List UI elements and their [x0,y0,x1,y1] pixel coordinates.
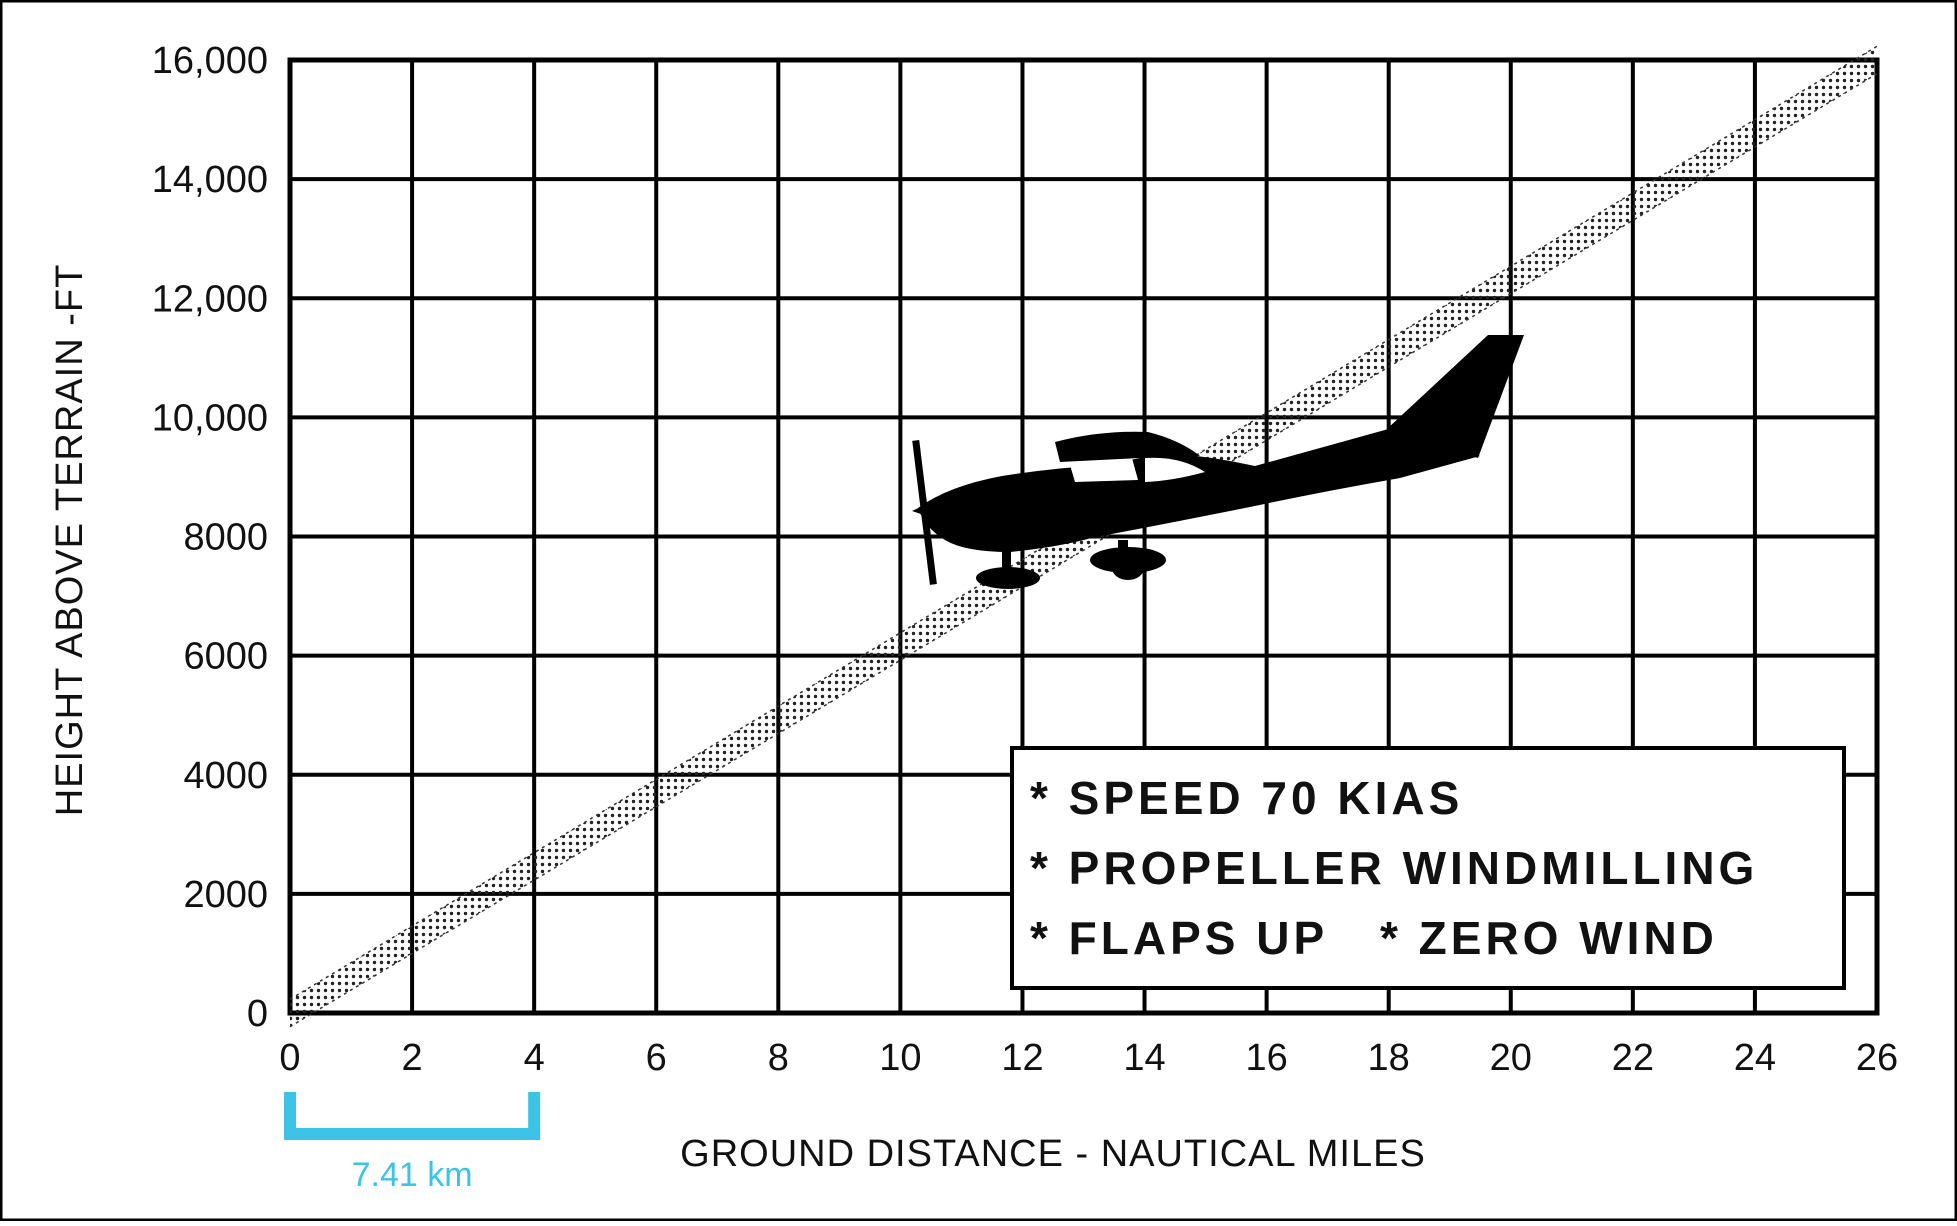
note-wind: * ZERO WIND [1380,912,1718,964]
x-tick-label-9: 18 [1368,1037,1410,1079]
x-tick-label-5: 10 [879,1037,921,1079]
plot-area-border [287,57,1880,1016]
x-tick-label-13: 26 [1856,1037,1898,1079]
x-tick-label-7: 14 [1123,1037,1165,1079]
y-tick-label-6: 12,000 [152,278,268,320]
airplane-silhouette-icon [912,335,1524,589]
x-tick-label-1: 2 [402,1037,423,1079]
glide-band-lower-edge [289,73,1878,1028]
x-tick-label-8: 16 [1245,1037,1287,1079]
y-tick-label-1: 2000 [183,874,268,916]
conditions-note-box: * SPEED 70 KIAS * PROPELLER WINDMILLING … [1010,746,1846,990]
x-tick-label-10: 20 [1490,1037,1532,1079]
scale-bar-label: 7.41 km [352,1156,473,1194]
x-tick-label-2: 4 [524,1037,545,1079]
x-tick-label-6: 12 [1001,1037,1043,1079]
note-speed: * SPEED 70 KIAS [1030,772,1463,824]
x-tick-label-3: 6 [646,1037,667,1079]
y-tick-label-7: 14,000 [152,159,268,201]
note-propeller: * PROPELLER WINDMILLING [1030,842,1758,894]
scale-bar: 7.41 km [284,1092,541,1194]
x-tick-label-4: 8 [768,1037,789,1079]
x-axis-title: GROUND DISTANCE - NAUTICAL MILES [680,1133,1426,1175]
note-box-frame [1010,746,1846,990]
y-tick-label-3: 6000 [183,636,268,678]
scale-bar-bracket [284,1092,541,1140]
note-flaps: * FLAPS UP [1030,912,1328,964]
y-tick-label-4: 8000 [183,517,268,559]
y-axis-title: HEIGHT ABOVE TERRAIN -FT [49,264,91,817]
y-tick-label-0: 0 [247,993,268,1035]
y-tick-label-8: 16,000 [152,40,268,82]
x-tick-label-11: 22 [1612,1037,1654,1079]
x-tick-label-12: 24 [1734,1037,1776,1079]
y-tick-label-5: 10,000 [152,397,268,439]
tick-labels: 0 2 4 6 8 10 12 14 16 18 20 22 24 2602000400060008000… [152,40,1898,1079]
y-tick-label-2: 4000 [183,755,268,797]
x-tick-label-0: 0 [279,1037,300,1079]
